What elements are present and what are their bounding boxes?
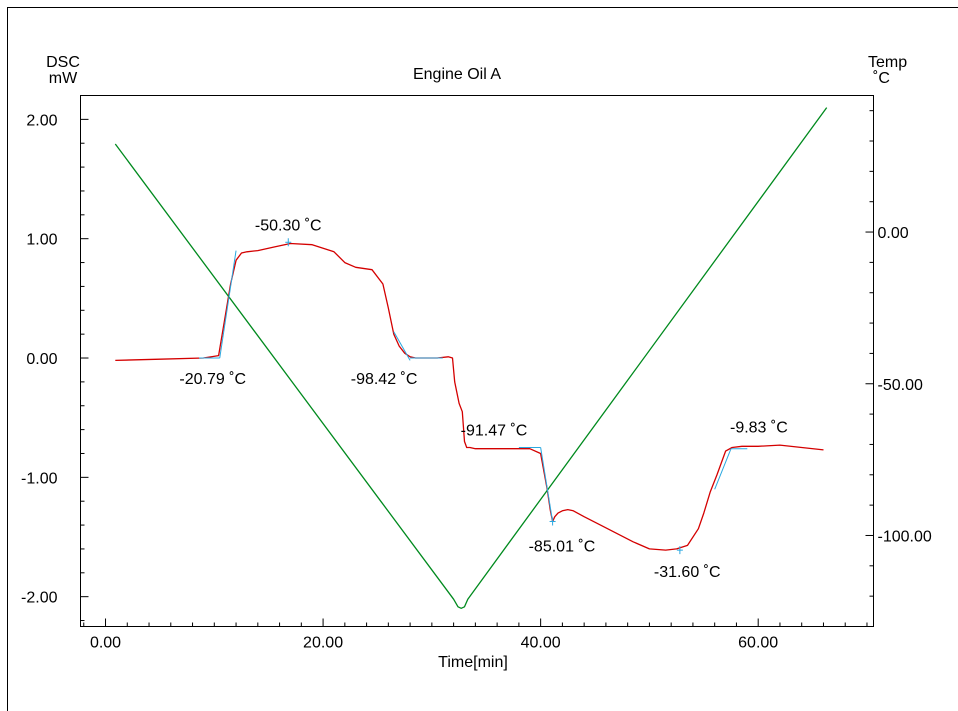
annotation-layer: -50.30 ˚C -20.79 ˚C -98.42 ˚C -91.47 ˚C -85.… bbox=[179, 217, 787, 581]
tangent-line bbox=[714, 448, 732, 490]
x-tick-label: 20.00 bbox=[303, 635, 343, 652]
temperature-annotation: -20.79 ˚C bbox=[179, 371, 246, 388]
temperature-curve bbox=[114, 107, 828, 609]
dsc-curve bbox=[115, 242, 824, 551]
temperature-annotation: -31.60 ˚C bbox=[654, 564, 721, 581]
left-y-tick-label: -2.00 bbox=[21, 590, 58, 607]
axis-tick-labels: 0.00 20.00 40.00 60.00 2.00 1.00 0.00 -1.00 -2.0… bbox=[21, 112, 932, 651]
right-y-tick-label: -100.00 bbox=[878, 528, 932, 545]
chart-title: Engine Oil A bbox=[413, 66, 501, 83]
x-tick-label: 40.00 bbox=[521, 635, 561, 652]
temperature-annotation: -85.01 ˚C bbox=[529, 538, 596, 555]
right-axis-label-line2: ˚C bbox=[873, 70, 890, 87]
left-axis-label-line1: DSC bbox=[46, 54, 80, 71]
temperature-annotation: -50.30 ˚C bbox=[255, 217, 322, 234]
left-axis-label-line2: mW bbox=[49, 70, 78, 87]
right-y-tick-label: 0.00 bbox=[878, 225, 909, 242]
axis-ticks bbox=[80, 95, 874, 627]
tangent-line bbox=[219, 250, 237, 359]
left-y-tick-label: 2.00 bbox=[26, 112, 57, 129]
left-y-tick-label: -1.00 bbox=[21, 470, 58, 487]
tangent-line bbox=[393, 331, 411, 361]
x-tick-label: 60.00 bbox=[738, 635, 778, 652]
x-tick-label: 0.00 bbox=[90, 635, 121, 652]
tangent-layer bbox=[199, 250, 748, 522]
left-y-tick-label: 0.00 bbox=[26, 351, 57, 368]
tangent-line bbox=[540, 447, 554, 522]
page-frame bbox=[7, 7, 958, 711]
left-y-tick-label: 1.00 bbox=[26, 232, 57, 249]
temperature-annotation: -91.47 ˚C bbox=[461, 423, 528, 440]
plot-frame bbox=[80, 95, 874, 627]
right-axis-label-line1: Temp bbox=[868, 54, 907, 71]
temperature-annotation: -98.42 ˚C bbox=[351, 371, 418, 388]
temperature-annotation: -9.83 ˚C bbox=[730, 420, 788, 437]
x-axis-label: Time[min] bbox=[438, 654, 508, 671]
series-layer bbox=[114, 107, 828, 609]
right-y-tick-label: -50.00 bbox=[878, 377, 923, 394]
